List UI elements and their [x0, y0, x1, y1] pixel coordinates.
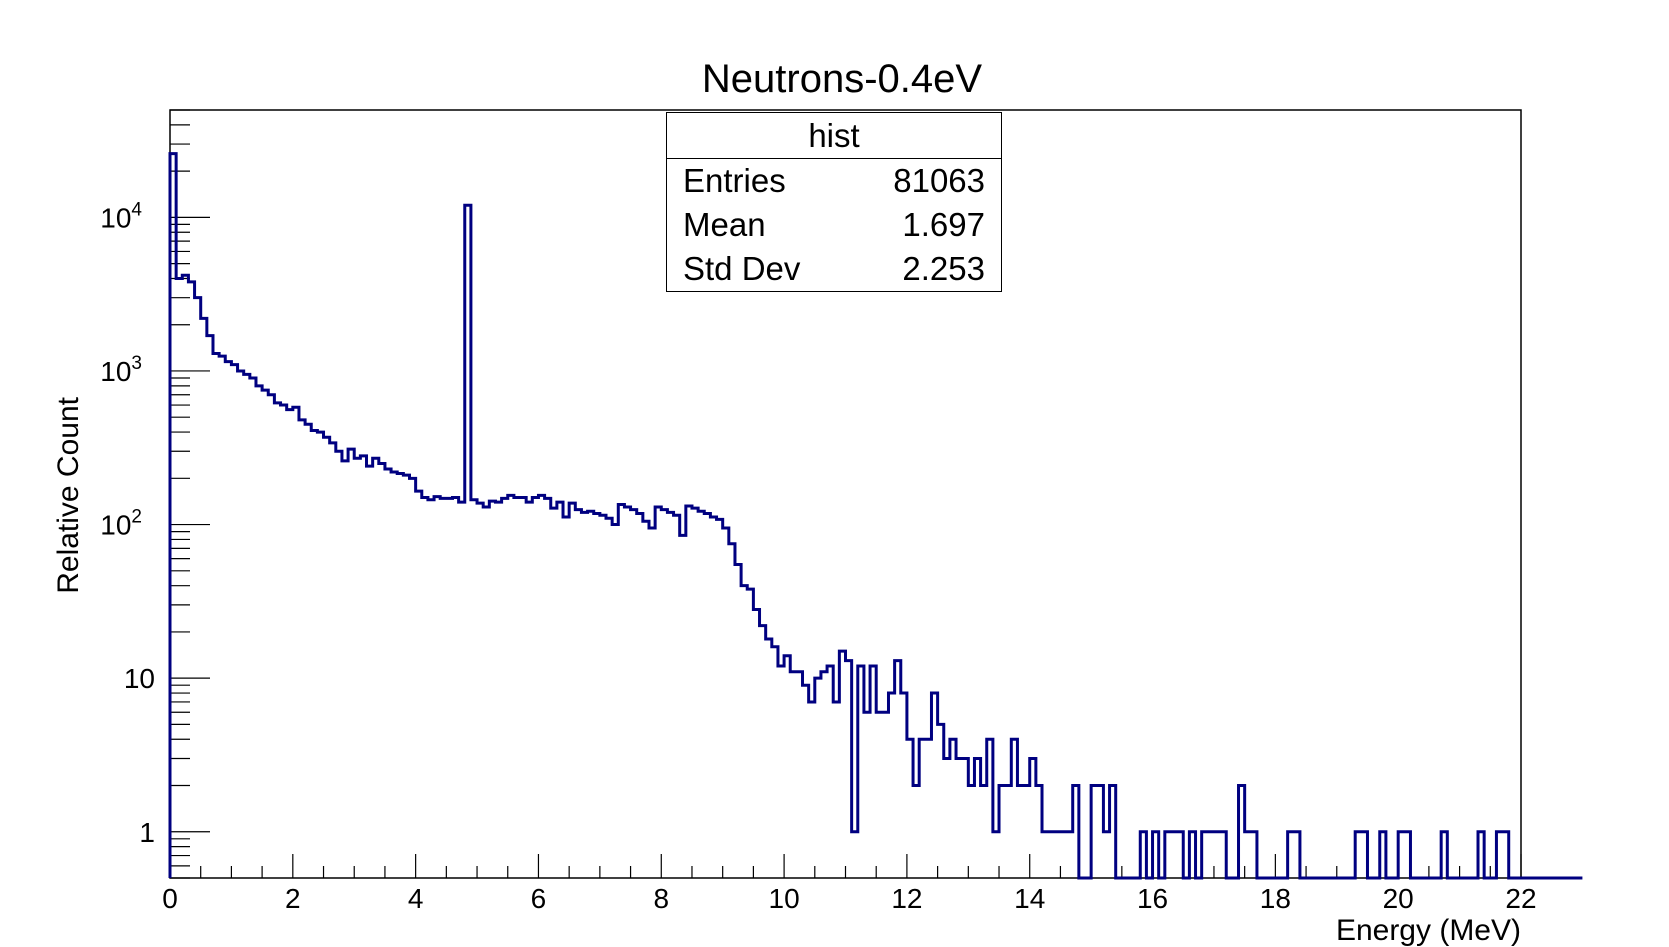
x-tick-label: 16	[1137, 883, 1168, 914]
stats-entries-value: 81063	[893, 162, 985, 199]
x-tick-label: 10	[769, 883, 800, 914]
stats-box: hist Entries 81063 Mean 1.697 Std Dev 2.…	[666, 112, 1002, 292]
y-axis-label: Relative Count	[52, 396, 85, 593]
stats-entries-label: Entries	[683, 162, 786, 199]
x-axis-label: Energy (MeV)	[1336, 914, 1521, 947]
chart-title: Neutrons-0.4eV	[702, 57, 982, 101]
y-tick-label: 104	[100, 199, 142, 233]
y-minor-ticks	[170, 109, 190, 879]
y-tick-label: 1	[139, 817, 155, 848]
stats-stddev-value: 2.253	[902, 250, 985, 287]
stats-row-mean: Mean 1.697	[667, 203, 1001, 247]
x-axis-ticks: 0 2 4 6 8 10 12 14 16 18 20 22	[162, 854, 1537, 914]
stats-row-stddev: Std Dev 2.253	[667, 247, 1001, 291]
x-tick-label: 18	[1260, 883, 1291, 914]
stats-stddev-label: Std Dev	[683, 250, 801, 287]
y-tick-label: 10	[124, 663, 155, 694]
stats-row-entries: Entries 81063	[667, 159, 1001, 203]
x-tick-label: 8	[653, 883, 669, 914]
histogram-series	[168, 152, 1583, 880]
stats-mean-label: Mean	[683, 206, 766, 243]
x-tick-label: 0	[162, 883, 178, 914]
stats-mean-value: 1.697	[902, 206, 985, 243]
y-tick-label: 102	[100, 507, 142, 541]
x-tick-label: 4	[408, 883, 424, 914]
y-axis-ticks: 1 10 102 103 104	[100, 199, 210, 848]
y-tick-label: 103	[100, 353, 142, 387]
x-tick-label: 2	[285, 883, 301, 914]
x-tick-label: 22	[1505, 883, 1536, 914]
x-tick-label: 20	[1383, 883, 1414, 914]
stats-title: hist	[667, 113, 1001, 159]
x-tick-label: 6	[531, 883, 547, 914]
x-tick-label: 14	[1014, 883, 1045, 914]
x-tick-label: 12	[891, 883, 922, 914]
